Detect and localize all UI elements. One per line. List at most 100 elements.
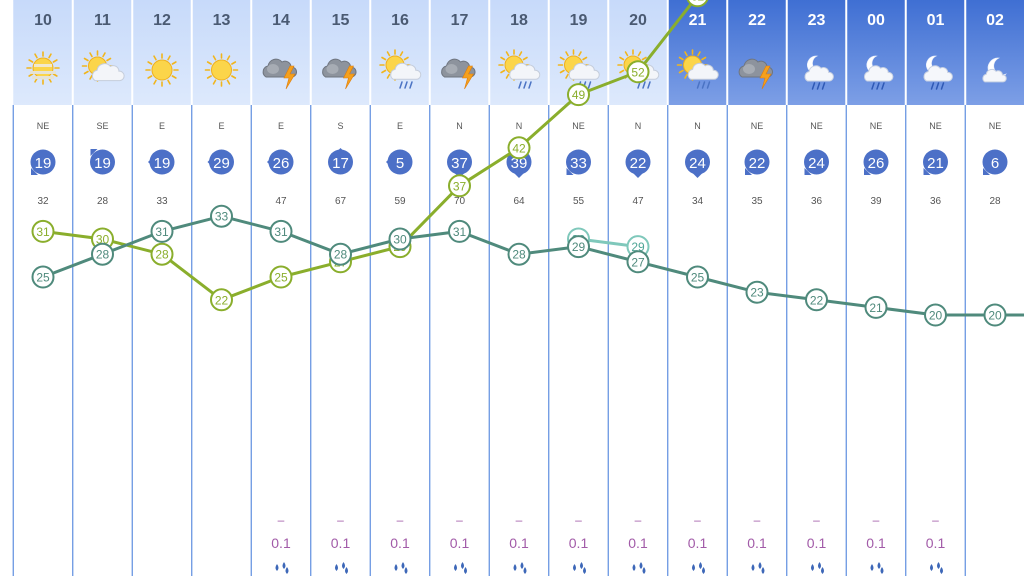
temperature-point: 28 xyxy=(329,242,352,266)
thunderstorm-icon xyxy=(322,58,357,90)
night-header-cell xyxy=(786,0,847,105)
hour-label: 17 xyxy=(451,12,469,29)
wind-direction: N xyxy=(516,121,523,131)
hour-label: 11 xyxy=(94,12,111,29)
temperature-point-label: 31 xyxy=(155,225,169,239)
night-header-cell xyxy=(905,0,966,105)
temperature-point-label: 23 xyxy=(750,286,764,300)
wind-speed-value: 5 xyxy=(396,155,404,172)
rain-drops-icon xyxy=(870,562,884,574)
rain-drops-icon xyxy=(335,562,348,574)
temperature-point-label: 27 xyxy=(631,255,645,269)
wind-speed-value: 19 xyxy=(154,155,171,172)
wind-speed-value: 26 xyxy=(273,155,290,172)
wind-direction: N xyxy=(635,121,642,131)
wind-direction: E xyxy=(278,121,284,131)
wind-speed-badge: 26 xyxy=(863,149,889,175)
hour-label: 19 xyxy=(570,12,588,29)
day-header-cell xyxy=(191,0,252,105)
precip-marker: – xyxy=(575,513,582,527)
wind-gust-value: 47 xyxy=(632,196,644,207)
wind-gust-value: 33 xyxy=(156,196,168,207)
humidity-point-label: 25 xyxy=(274,271,288,285)
hour-label: 14 xyxy=(272,12,290,29)
humidity-point-label: 49 xyxy=(572,88,586,102)
temperature-point-label: 30 xyxy=(393,233,407,247)
day-header-cell xyxy=(72,0,133,105)
hour-label: 15 xyxy=(332,12,350,29)
wind-gust-value: 39 xyxy=(870,196,882,207)
wind-gust-value: 28 xyxy=(97,196,109,207)
wind-arrow-sw xyxy=(864,168,871,175)
temperature-point: 20 xyxy=(924,303,947,327)
hour-label: 22 xyxy=(748,12,766,29)
wind-speed-badge: 17 xyxy=(328,148,353,175)
humidity-line xyxy=(42,0,697,302)
sun-cloud-rain-icon xyxy=(498,49,541,89)
day-header-cell xyxy=(429,0,490,105)
temperature-point: 20 xyxy=(983,303,1007,327)
temperature-point-label: 29 xyxy=(572,240,586,254)
hour-label: 20 xyxy=(629,12,647,29)
wind-speed-value: 33 xyxy=(570,155,587,172)
wind-arrow-sw xyxy=(983,168,990,175)
wind-gust-value: 64 xyxy=(513,196,525,207)
hour-label: 13 xyxy=(213,12,231,29)
rain-drops-icon xyxy=(811,562,824,574)
precip-amount: 0.1 xyxy=(450,535,470,551)
humidity-point-label: 30 xyxy=(96,233,110,247)
wind-speed-badge: 24 xyxy=(804,149,829,175)
precip-marker: – xyxy=(397,513,404,527)
wind-speed-value: 37 xyxy=(451,155,468,172)
hour-label: 23 xyxy=(808,12,826,29)
moon-cloud-rain-icon xyxy=(804,55,834,90)
rain-drops-icon xyxy=(930,562,943,574)
precip-marker: – xyxy=(516,513,523,527)
humidity-point-label: 42 xyxy=(512,141,526,155)
wind-arrow-sw xyxy=(745,168,752,175)
precip-marker: – xyxy=(813,513,820,527)
wind-direction: NE xyxy=(37,121,50,131)
hour-label: 16 xyxy=(391,12,409,29)
temperature-point: 30 xyxy=(388,227,412,251)
moon-cloud-rain-icon xyxy=(864,55,894,90)
wind-speed-value: 39 xyxy=(511,155,528,172)
wind-direction: N xyxy=(456,121,463,131)
wind-speed-value: 6 xyxy=(991,155,999,172)
day-header-cell xyxy=(310,0,371,105)
precip-amount: 0.1 xyxy=(807,535,827,551)
hour-label: 00 xyxy=(867,12,885,29)
wind-speed-badge: 6 xyxy=(982,149,1008,175)
wind-speed-badge: 22 xyxy=(625,149,651,178)
thunderstorm-icon xyxy=(738,58,774,90)
wind-speed-value: 24 xyxy=(689,155,706,172)
wind-arrow-sw xyxy=(923,168,931,175)
wind-direction: S xyxy=(337,121,343,131)
wind-arrow-s xyxy=(692,173,703,178)
wind-direction: E xyxy=(218,121,224,131)
humidity-point: 37 xyxy=(448,174,471,198)
wind-gust-value: 70 xyxy=(454,196,466,207)
wind-direction: NE xyxy=(810,121,823,131)
rain-drops-icon xyxy=(751,562,765,574)
sun-icon xyxy=(204,53,239,87)
precip-amount: 0.1 xyxy=(331,535,351,551)
wind-gust-value: 59 xyxy=(394,196,406,207)
precip-marker: – xyxy=(932,513,939,527)
wind-direction: E xyxy=(397,121,403,131)
wind-gust-value: 36 xyxy=(930,196,942,207)
sun-cloud-rain-icon xyxy=(379,49,422,89)
wind-arrow-nw xyxy=(90,149,98,156)
humidity-point-label: 22 xyxy=(215,293,229,307)
wind-speed-value: 26 xyxy=(868,155,885,172)
wind-speed-value: 29 xyxy=(213,155,230,172)
sun-cloud-rain-icon xyxy=(676,49,719,89)
temperature-point: 21 xyxy=(864,295,888,319)
temperature-point: 27 xyxy=(626,250,650,274)
temperature-point-label: 25 xyxy=(36,271,50,285)
temperature-point: 25 xyxy=(31,265,55,289)
precip-marker: – xyxy=(278,513,285,527)
temperature-point-label: 20 xyxy=(988,309,1002,323)
temperature-point: 31 xyxy=(448,219,471,243)
thunderstorm-icon xyxy=(441,58,476,90)
